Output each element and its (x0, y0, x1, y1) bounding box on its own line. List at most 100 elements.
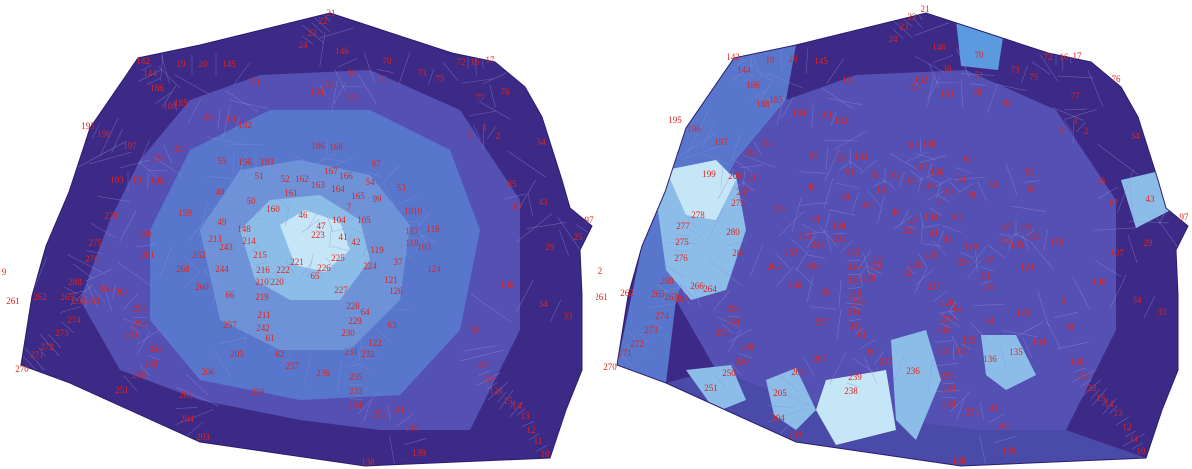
cell-label: 63 (388, 320, 398, 330)
cell-label: 41 (930, 228, 939, 238)
region-fill (796, 13, 1188, 458)
cell-edge (290, 181, 303, 193)
cell-edge (973, 304, 1004, 306)
cell-label: 232 (955, 346, 969, 356)
cell-edge (478, 370, 492, 376)
cell-edge (398, 52, 411, 84)
cell-edge (375, 327, 392, 343)
cell-edge (1052, 107, 1084, 121)
cell-label: 11 (534, 436, 543, 446)
cell-label: 85 (1097, 176, 1107, 186)
cell-edge (199, 240, 215, 256)
cell-edge (184, 270, 201, 288)
cell-edge (951, 335, 963, 358)
cell-edge (675, 234, 690, 236)
region-outline (20, 12, 593, 467)
cell-label: 17 (1073, 51, 1083, 61)
cell-label: 255 (727, 304, 741, 314)
cell-label: 196 (97, 129, 111, 139)
cell-edge (851, 305, 861, 311)
cell-edge (933, 177, 952, 189)
cell-edge (248, 268, 274, 271)
cell-edge (112, 284, 116, 299)
cell-edge (479, 101, 511, 120)
cell-edge (791, 198, 802, 232)
cell-edge (821, 87, 854, 110)
cell-label: 10 (541, 449, 551, 459)
cell-label: 230 (936, 325, 950, 335)
cell-edge (1054, 312, 1078, 318)
cell-label: 70 (975, 50, 985, 60)
cell-label: 25 (574, 232, 584, 242)
cell-edge (877, 195, 885, 224)
cell-label: 106 (500, 280, 514, 290)
cell-edge (960, 343, 971, 350)
cell-edge (737, 352, 752, 359)
cell-edge (301, 35, 314, 45)
cell-label: 3 (467, 130, 472, 140)
cell-edge (207, 137, 245, 145)
cell-edge (207, 176, 235, 179)
cell-edge (848, 160, 863, 171)
cell-edge (1097, 143, 1139, 176)
left-voronoi-panel: 21 22 23 24 146 142 19 20 145 70 72 16 17 144 30 71 73 75… (2, 8, 594, 467)
cell-edge (504, 193, 526, 200)
cell-label: 265 (651, 289, 665, 299)
cell-edge (717, 316, 739, 328)
cell-label: 48 (216, 187, 226, 197)
cell-label: 274 (655, 311, 669, 321)
region-fill (21, 45, 200, 383)
cell-edge (892, 20, 913, 38)
cell-edge (731, 181, 747, 189)
cell-edge (473, 124, 481, 140)
cell-edge (256, 324, 278, 331)
cell-label: 253 (124, 330, 138, 340)
cell-edge (717, 168, 735, 200)
cell-label: 121 (977, 271, 991, 281)
cell-edge (89, 151, 132, 165)
cell-label: 71 (975, 70, 984, 80)
cell-edge (212, 233, 236, 238)
region-fill (686, 365, 746, 412)
cell-label: 186 (746, 80, 760, 90)
cell-edge (267, 342, 283, 352)
cell-label: 213 (798, 231, 812, 241)
cell-label: 128 (489, 386, 503, 396)
cell-edge (315, 268, 324, 278)
cell-edge (741, 74, 756, 83)
cell-label: 280 (726, 227, 740, 237)
cell-label: 204 (771, 413, 785, 423)
cell-label: 14 (513, 401, 523, 411)
cell-edge (349, 228, 371, 236)
cell-edge (389, 435, 398, 466)
cell-edge (892, 28, 905, 40)
cell-label: 66 (821, 287, 831, 297)
cell-edge (111, 129, 123, 153)
cell-edge (927, 176, 940, 184)
cell-edge (21, 283, 22, 292)
cell-edge (234, 116, 241, 130)
cell-edge (1046, 321, 1062, 350)
cell-edge (776, 267, 793, 287)
cell-label: 104 (332, 215, 346, 225)
cell-label: 124 (427, 264, 441, 274)
cell-edge (349, 398, 362, 400)
cell-label: 233 (349, 386, 363, 396)
cell-label: 10 (1137, 446, 1147, 456)
cell-edge (281, 184, 295, 190)
cell-label: 237 (285, 361, 299, 371)
cell-edge (442, 61, 459, 82)
cell-label: 58 (1065, 322, 1075, 332)
cell-edge (906, 13, 923, 29)
cell-edge (663, 263, 685, 278)
cell-edge (67, 254, 103, 273)
cell-edge (776, 93, 786, 126)
cell-edge (339, 293, 355, 305)
cell-label: 281 (732, 248, 746, 258)
region-fill (891, 330, 941, 440)
cell-edge (373, 264, 388, 284)
cell-edge (852, 297, 861, 301)
cell-edge (752, 54, 762, 78)
cell-edge (1057, 75, 1095, 79)
cell-label: 205 (773, 388, 787, 398)
